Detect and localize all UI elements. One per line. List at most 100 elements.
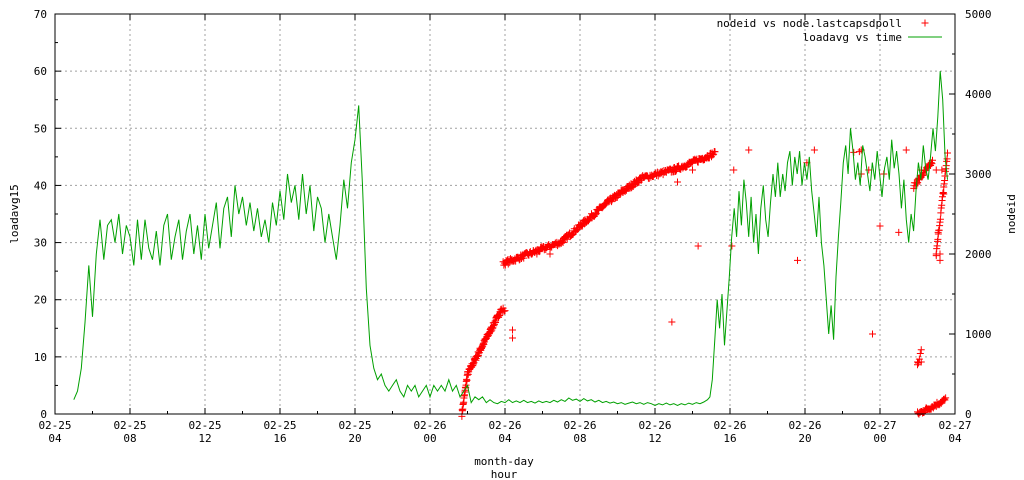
nodeid-point — [501, 307, 509, 315]
y1-tick-label: 10 — [34, 351, 47, 364]
nodeid-point — [711, 148, 719, 156]
x-tick-label-date: 02-26 — [638, 419, 671, 432]
nodeid-point — [810, 146, 818, 154]
x-axis-title-line2: hour — [491, 468, 518, 480]
y2-axis-title: nodeid — [1005, 194, 1018, 234]
nodeid-point — [942, 394, 950, 402]
nodeid-point — [512, 257, 520, 265]
x-tick-label-hour: 00 — [873, 432, 886, 445]
nodeid-point — [546, 250, 554, 258]
y1-tick-label: 30 — [34, 237, 47, 250]
y2-tick-label: 3000 — [965, 168, 992, 181]
nodeid-point — [585, 217, 593, 225]
x-tick-label-hour: 20 — [348, 432, 361, 445]
grid — [55, 14, 955, 414]
nodeid-point — [500, 307, 508, 315]
y1-tick-label: 40 — [34, 179, 47, 192]
nodeid-point — [577, 222, 585, 230]
plot-frame — [54, 13, 956, 415]
nodeid-point — [516, 255, 524, 263]
y1-tick-label: 20 — [34, 294, 47, 307]
nodeid-point — [855, 148, 863, 156]
nodeid-point — [936, 256, 944, 264]
x-tick-label-hour: 12 — [198, 432, 211, 445]
x-tick-label-hour: 04 — [948, 432, 962, 445]
legend-label-loadavg: loadavg vs time — [803, 31, 902, 44]
x-tick-label-hour: 04 — [48, 432, 62, 445]
x-tick-label-hour: 16 — [273, 432, 286, 445]
nodeid-point — [533, 250, 541, 258]
y1-axis: 0 10 20 30 40 50 60 70 — [34, 8, 61, 421]
y2-tick-label: 2000 — [965, 248, 992, 261]
nodeid-point — [509, 334, 516, 342]
nodeid-point — [943, 155, 951, 163]
x-tick-label-date: 02-25 — [38, 419, 71, 432]
y2-tick-label: 0 — [965, 408, 972, 421]
x-tick-label-hour: 04 — [498, 432, 512, 445]
x-tick-label-date: 02-26 — [488, 419, 521, 432]
series-layer — [73, 71, 951, 420]
legend-label-nodeid: nodeid vs node.lastcapsdpoll — [717, 17, 902, 30]
x-tick-label-date: 02-26 — [563, 419, 596, 432]
nodeid-point — [940, 190, 948, 198]
x-tick-label-date: 02-25 — [263, 419, 296, 432]
nodeid-point — [613, 193, 621, 201]
nodeid-point — [608, 198, 616, 206]
y1-tick-label: 60 — [34, 65, 47, 78]
nodeid-point — [794, 256, 801, 264]
nodeid-point — [936, 215, 944, 223]
nodeid-point — [674, 178, 681, 186]
y2-axis: 0 1000 2000 3000 4000 5000 — [949, 8, 992, 421]
x-tick-label-date: 02-27 — [938, 419, 971, 432]
nodeid-point — [916, 349, 924, 357]
nodeid-point — [934, 228, 942, 236]
nodeid-point — [579, 221, 587, 229]
nodeid-point — [520, 254, 528, 262]
x-axis: 02-250402-250802-251202-251602-252002-26… — [38, 14, 972, 445]
y1-tick-label: 0 — [40, 408, 47, 421]
x-tick-label-hour: 12 — [648, 432, 661, 445]
nodeid-point — [895, 228, 903, 236]
y1-tick-label: 70 — [34, 8, 47, 21]
y1-tick-label: 50 — [34, 122, 47, 135]
nodeid-point — [689, 166, 696, 174]
nodeid-point — [612, 194, 620, 202]
x-tick-label-hour: 08 — [123, 432, 136, 445]
nodeid-point — [936, 250, 944, 258]
x-tick-label-hour: 16 — [723, 432, 736, 445]
x-tick-label-date: 02-25 — [113, 419, 146, 432]
x-tick-label-date: 02-25 — [188, 419, 221, 432]
nodeid-point — [592, 211, 600, 219]
nodeid-point — [940, 395, 948, 403]
x-tick-label-date: 02-26 — [788, 419, 821, 432]
nodeid-point — [876, 222, 884, 230]
series-nodeid — [458, 146, 951, 420]
loadavg-line — [73, 71, 948, 406]
x-tick-label-hour: 20 — [798, 432, 811, 445]
nodeid-point — [567, 231, 575, 239]
y2-tick-label: 1000 — [965, 328, 992, 341]
x-tick-label-date: 02-26 — [713, 419, 746, 432]
nodeid-point — [617, 186, 625, 194]
legend-marker-nodeid — [921, 19, 929, 27]
nodeid-point — [902, 146, 910, 154]
nodeid-point — [668, 318, 676, 326]
nodeid-point — [694, 242, 702, 250]
nodeid-point — [917, 358, 925, 366]
legend: nodeid vs node.lastcapsdpoll loadavg vs … — [717, 17, 942, 44]
nodeid-point — [920, 409, 928, 417]
nodeid-point — [509, 326, 516, 334]
nodeid-point — [938, 166, 946, 174]
nodeid-point — [745, 146, 753, 154]
nodeid-point — [869, 330, 876, 338]
x-axis-title-line1: month-day — [474, 455, 534, 468]
y2-tick-label: 4000 — [965, 88, 992, 101]
nodeid-point — [730, 166, 738, 174]
y2-tick-label: 5000 — [965, 8, 992, 21]
nodeid-point — [504, 260, 512, 268]
nodeid-point — [917, 346, 925, 354]
nodeid-point — [559, 239, 567, 247]
nodeid-point — [865, 166, 873, 174]
x-tick-label-date: 02-25 — [338, 419, 371, 432]
